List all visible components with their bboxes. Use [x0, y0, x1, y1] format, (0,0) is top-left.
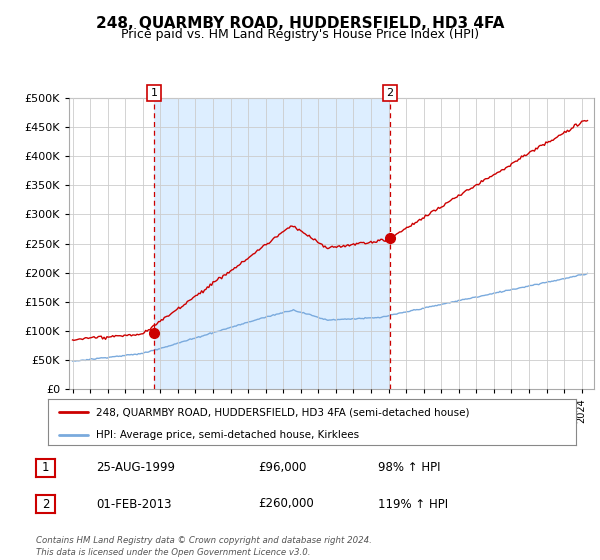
- Text: 248, QUARMBY ROAD, HUDDERSFIELD, HD3 4FA: 248, QUARMBY ROAD, HUDDERSFIELD, HD3 4FA: [96, 16, 504, 31]
- Bar: [154, 98, 390, 389]
- Text: 2: 2: [42, 497, 49, 511]
- Text: 2: 2: [386, 88, 394, 98]
- Text: Price paid vs. HM Land Registry's House Price Index (HPI): Price paid vs. HM Land Registry's House …: [121, 28, 479, 41]
- Text: HPI: Average price, semi-detached house, Kirklees: HPI: Average price, semi-detached house,…: [95, 430, 359, 440]
- Text: Contains HM Land Registry data © Crown copyright and database right 2024.
This d: Contains HM Land Registry data © Crown c…: [36, 536, 372, 557]
- Text: 248, QUARMBY ROAD, HUDDERSFIELD, HD3 4FA (semi-detached house): 248, QUARMBY ROAD, HUDDERSFIELD, HD3 4FA…: [95, 407, 469, 417]
- Text: 98% ↑ HPI: 98% ↑ HPI: [378, 461, 440, 474]
- Text: 25-AUG-1999: 25-AUG-1999: [96, 461, 175, 474]
- Text: 01-FEB-2013: 01-FEB-2013: [96, 497, 172, 511]
- Text: 1: 1: [151, 88, 158, 98]
- Text: £96,000: £96,000: [258, 461, 307, 474]
- Text: 119% ↑ HPI: 119% ↑ HPI: [378, 497, 448, 511]
- Text: 1: 1: [42, 461, 49, 474]
- Text: £260,000: £260,000: [258, 497, 314, 511]
